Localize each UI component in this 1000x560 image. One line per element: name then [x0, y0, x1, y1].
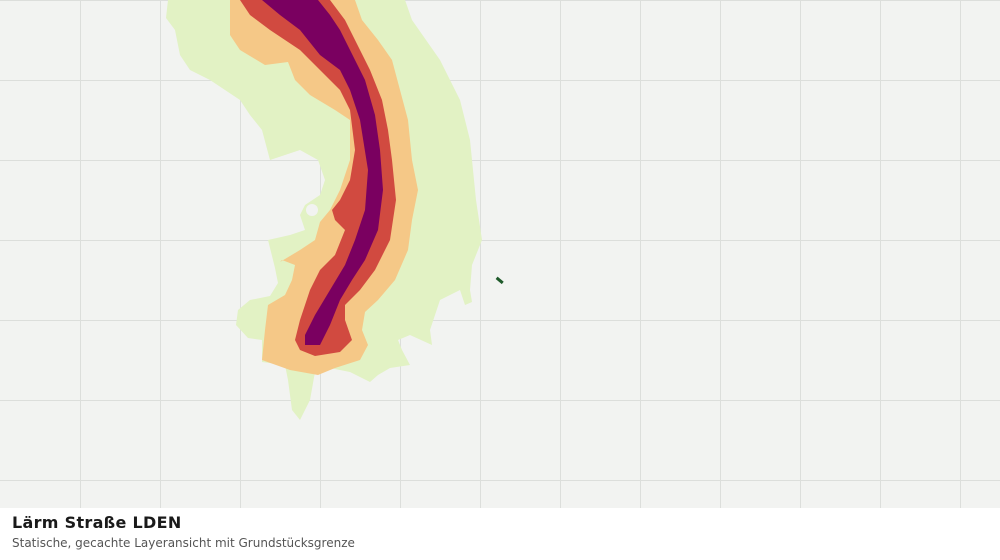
map-feature — [495, 276, 504, 285]
map-hole — [306, 204, 318, 216]
tile-grid — [0, 0, 1000, 508]
layer-subtitle: Statische, gecachte Layeransicht mit Gru… — [12, 536, 355, 550]
layer-title: Lärm Straße LDEN — [12, 513, 182, 532]
map-background — [0, 0, 1000, 508]
map[interactable] — [0, 0, 1000, 508]
noise-band-very-high — [262, 0, 383, 345]
legend-footer: Lärm Straße LDEN Statische, gecachte Lay… — [0, 508, 1000, 560]
